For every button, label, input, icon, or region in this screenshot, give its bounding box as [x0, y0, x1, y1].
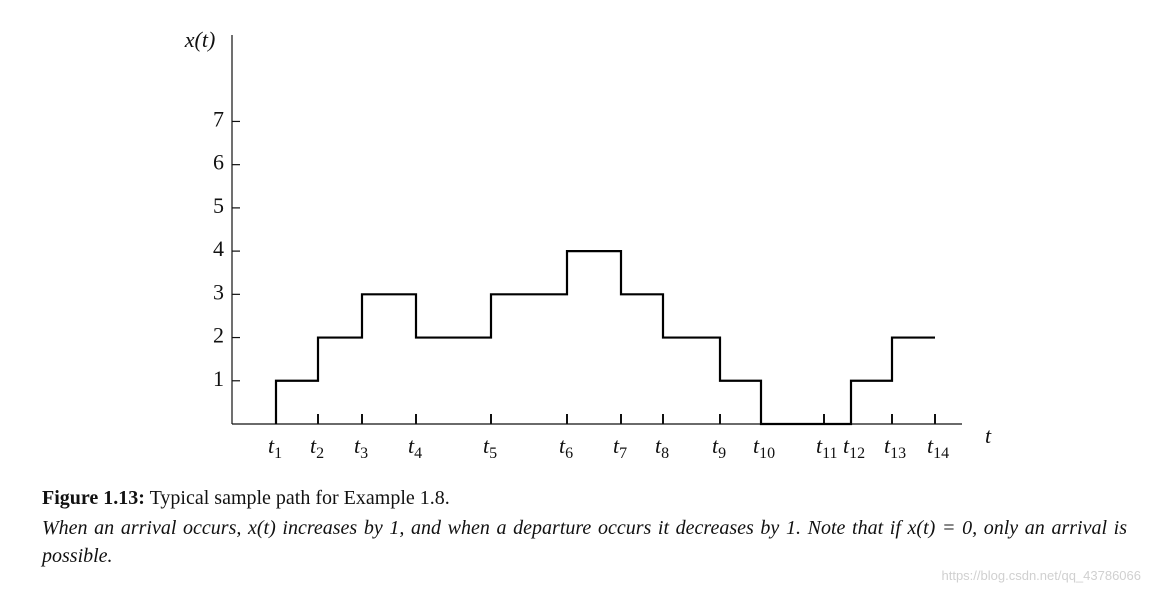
watermark: https://blog.csdn.net/qq_43786066	[941, 568, 1142, 583]
x-tick-label: t10	[753, 433, 775, 462]
x-tick-label: t9	[712, 433, 726, 462]
x-tick-label: t2	[310, 433, 324, 462]
y-tick-label: 2	[213, 323, 224, 348]
x-tick-label: t8	[655, 433, 669, 462]
caption-text: Typical sample path for Example 1.8.	[149, 487, 450, 509]
y-tick-label: 1	[213, 366, 224, 391]
x-tick-label: t13	[884, 433, 906, 462]
x-tick-label: t3	[354, 433, 368, 462]
x-tick-label: t5	[483, 433, 497, 462]
step-line	[274, 250, 935, 426]
x-tick-label: t11	[816, 433, 838, 462]
x-tick-label: t12	[843, 433, 865, 462]
x-tick-label: t1	[268, 433, 282, 462]
y-tick-label: 3	[213, 279, 224, 304]
x-axis-label: t	[985, 423, 992, 448]
x-tick-label: t6	[559, 433, 573, 462]
x-tick-label: t7	[613, 433, 627, 462]
y-axis-label: x(t)	[184, 27, 216, 52]
x-tick-label: t14	[927, 433, 949, 462]
y-tick-label: 6	[213, 150, 224, 175]
x-tick-label: t4	[408, 433, 422, 462]
y-tick-label: 5	[213, 193, 224, 218]
caption-title: Figure 1.13: Typical sample path for Exa…	[42, 484, 1127, 512]
caption-label: Figure 1.13:	[42, 487, 145, 509]
y-tick-label: 4	[213, 236, 224, 261]
caption-note: When an arrival occurs, x(t) increases b…	[42, 517, 1127, 567]
y-tick-label: 7	[213, 106, 224, 131]
